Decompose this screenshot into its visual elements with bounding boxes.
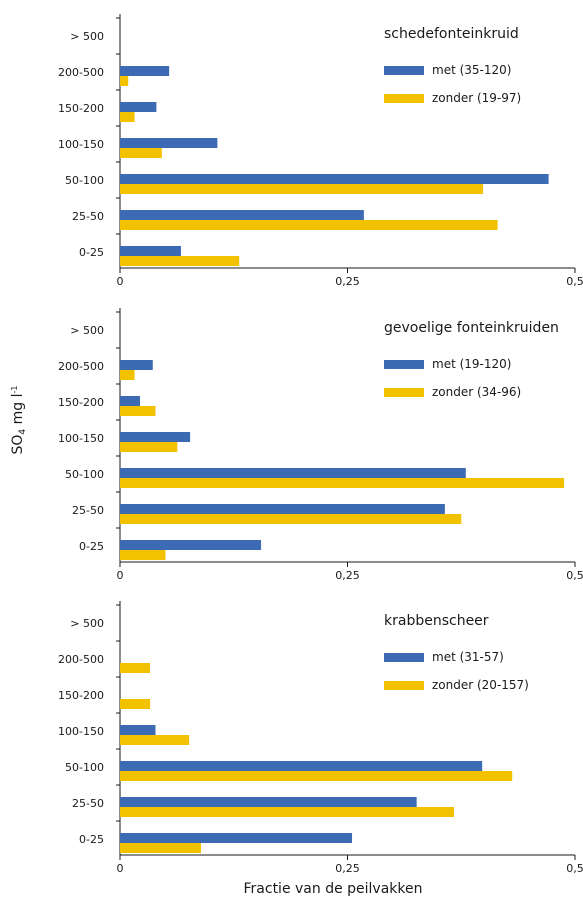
bar-met-50-100 (120, 761, 483, 771)
bar-met-0-25 (120, 833, 353, 843)
legend-swatch (384, 681, 424, 690)
y-tick-label: 100-150 (58, 432, 104, 445)
bar-zonder-0-25 (120, 843, 201, 853)
y-tick-label: > 500 (70, 617, 104, 630)
bar-zonder-50-100 (120, 478, 565, 488)
legend-swatch (384, 388, 424, 397)
bar-met-150-200 (120, 102, 157, 112)
bar-zonder-150-200 (120, 112, 135, 122)
chart-panel-1: 0 0,25 0,5 0-25 25-50 50-100 100-150 150-200 200… (58, 14, 583, 288)
bar-zonder-200-500 (120, 76, 129, 86)
y-tick-label: 150-200 (58, 396, 104, 409)
y-axis-title-main: SO (10, 435, 26, 455)
bar-met-25-50 (120, 797, 417, 807)
y-tick-label: 200-500 (58, 66, 104, 79)
legend-swatch (384, 653, 424, 662)
y-tick-label: 25-50 (72, 797, 104, 810)
chart-panel-2: 0 0,25 0,5 0-25 25-50 50-100 100-150 150-200 200… (58, 308, 583, 582)
bar-met-200-500 (120, 360, 153, 370)
y-tick-label: 25-50 (72, 504, 104, 517)
bar-zonder-0-25 (120, 256, 240, 266)
bar-zonder-50-100 (120, 184, 484, 194)
bar-met-200-500 (120, 66, 170, 76)
y-tick-label: 0-25 (79, 833, 104, 846)
legend-swatch (384, 66, 424, 75)
y-tick-label: 100-150 (58, 725, 104, 738)
y-tick-label: > 500 (70, 30, 104, 43)
y-tick-label: 0-25 (79, 540, 104, 553)
panel-title: gevoelige fonteinkruiden (384, 320, 559, 336)
y-tick-label: 100-150 (58, 138, 104, 151)
x-tick-label: 0,25 (335, 862, 360, 875)
legend-swatch (384, 360, 424, 369)
y-tick-label: 200-500 (58, 360, 104, 373)
panel-title: krabbenscheer (384, 613, 489, 629)
chart-panel-3: 0 0,25 0,5 0-25 25-50 50-100 100-150 150-200 200… (58, 601, 583, 875)
legend-swatch (384, 94, 424, 103)
x-tick-label: 0 (117, 569, 124, 582)
chart-panels: 0 0,25 0,5 0-25 25-50 50-100 100-150 150-200 200… (58, 14, 583, 875)
panel-title: schedefonteinkruid (384, 26, 519, 42)
bar-zonder-150-200 (120, 699, 151, 709)
y-tick-label: 150-200 (58, 102, 104, 115)
y-tick-label: 50-100 (65, 468, 104, 481)
x-tick-label: 0 (117, 275, 124, 288)
x-tick-label: 0,5 (566, 569, 583, 582)
legend-label: zonder (19-97) (432, 91, 521, 105)
y-tick-label: 25-50 (72, 210, 104, 223)
y-tick-label: 50-100 (65, 761, 104, 774)
legend-label: met (35-120) (432, 63, 511, 77)
bar-zonder-0-25 (120, 550, 166, 560)
bar-zonder-100-150 (120, 735, 190, 745)
bar-met-25-50 (120, 504, 445, 514)
x-tick-label: 0,25 (335, 275, 360, 288)
bar-met-150-200 (120, 396, 141, 406)
y-axis-title-subscript: 4 (18, 429, 28, 435)
y-tick-label: 200-500 (58, 653, 104, 666)
legend-label: zonder (34-96) (432, 385, 521, 399)
bar-zonder-200-500 (120, 663, 151, 673)
bar-zonder-100-150 (120, 442, 178, 452)
y-tick-label: 150-200 (58, 689, 104, 702)
bar-met-100-150 (120, 725, 156, 735)
bar-zonder-100-150 (120, 148, 162, 158)
bar-zonder-150-200 (120, 406, 156, 416)
bar-met-50-100 (120, 468, 466, 478)
y-tick-label: > 500 (70, 324, 104, 337)
x-tick-label: 0,5 (566, 275, 583, 288)
x-axis-title: Fractie van de peilvakken (244, 881, 423, 897)
bar-zonder-50-100 (120, 771, 513, 781)
x-tick-label: 0 (117, 862, 124, 875)
bar-zonder-25-50 (120, 220, 498, 230)
legend-label: met (31-57) (432, 650, 504, 664)
bar-met-100-150 (120, 138, 218, 148)
x-tick-label: 0,25 (335, 569, 360, 582)
bar-zonder-25-50 (120, 514, 462, 524)
bar-zonder-200-500 (120, 370, 135, 380)
y-tick-label: 50-100 (65, 174, 104, 187)
bar-met-50-100 (120, 174, 549, 184)
y-tick-label: 0-25 (79, 246, 104, 259)
bar-met-0-25 (120, 246, 181, 256)
y-axis-title: SO4 mg l-1 (10, 386, 28, 455)
bar-met-0-25 (120, 540, 262, 550)
bar-met-25-50 (120, 210, 364, 220)
legend-label: zonder (20-157) (432, 678, 529, 692)
y-axis-title-unit: mg l (10, 394, 26, 429)
bar-met-100-150 (120, 432, 191, 442)
y-axis-title-superscript: -1 (10, 386, 19, 394)
legend-label: met (19-120) (432, 357, 511, 371)
bar-zonder-25-50 (120, 807, 454, 817)
x-tick-label: 0,5 (566, 862, 583, 875)
